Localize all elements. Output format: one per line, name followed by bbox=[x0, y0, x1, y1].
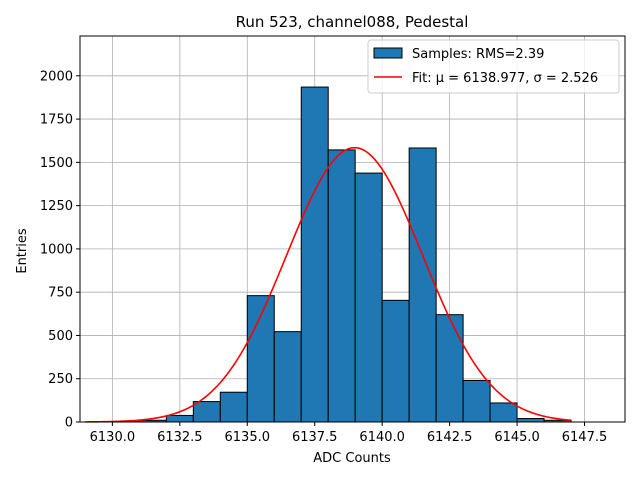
x-tick-label: 6130.0 bbox=[90, 430, 136, 445]
x-tick-label: 6132.5 bbox=[157, 430, 203, 445]
y-tick-label: 750 bbox=[48, 286, 73, 301]
x-tick-label: 6142.5 bbox=[427, 430, 473, 445]
histogram-bar bbox=[300, 86, 329, 423]
y-axis-ticks: 0 250 500 750 1000 1250 1500 1750 2000 bbox=[40, 69, 80, 431]
legend-label-samples: Samples: RMS=2.39 bbox=[412, 47, 544, 62]
histogram-bar bbox=[381, 299, 410, 423]
x-tick-label: 6140.0 bbox=[359, 430, 405, 445]
y-tick-label: 2000 bbox=[40, 69, 73, 84]
x-tick-label: 6135.0 bbox=[225, 430, 271, 445]
y-tick-label: 1500 bbox=[40, 156, 73, 171]
x-tick-label: 6147.5 bbox=[562, 430, 608, 445]
plot-frame bbox=[79, 35, 626, 423]
histogram-bar bbox=[516, 418, 545, 423]
y-tick-label: 0 bbox=[65, 416, 73, 431]
y-tick-label: 1250 bbox=[40, 199, 73, 214]
histogram-bar bbox=[462, 379, 491, 423]
histogram-bars bbox=[111, 86, 572, 423]
histogram-bar bbox=[219, 391, 248, 423]
histogram-bar bbox=[273, 331, 302, 423]
histogram-bar bbox=[165, 414, 194, 423]
legend-swatch-samples bbox=[373, 47, 403, 59]
legend-label-fit: Fit: μ = 6138.977, σ = 2.526 bbox=[412, 71, 598, 86]
histogram-bar bbox=[354, 172, 383, 423]
fit-curve bbox=[85, 146, 572, 423]
y-tick-label: 250 bbox=[48, 372, 73, 387]
x-tick-label: 6145.0 bbox=[494, 430, 540, 445]
y-tick-label: 1000 bbox=[40, 242, 73, 257]
histogram-bar bbox=[435, 314, 464, 423]
x-axis-ticks: 6130.0 6132.5 6135.0 6137.5 6140.0 6142.5 6145… bbox=[90, 422, 608, 445]
x-tick-label: 6137.5 bbox=[292, 430, 338, 445]
legend: Samples: RMS=2.39 Fit: μ = 6138.977, σ =… bbox=[367, 39, 620, 94]
histogram-bar bbox=[327, 149, 356, 423]
y-axis-label: Entries bbox=[15, 228, 30, 274]
histogram-bar bbox=[408, 147, 437, 423]
histogram-bar bbox=[192, 401, 221, 423]
y-tick-label: 1750 bbox=[40, 113, 73, 128]
chart-title: Run 523, channel088, Pedestal bbox=[236, 13, 469, 31]
y-tick-label: 500 bbox=[48, 329, 73, 344]
legend-box bbox=[367, 39, 620, 94]
histogram-bar bbox=[489, 402, 518, 423]
x-axis-label: ADC Counts bbox=[313, 451, 391, 466]
